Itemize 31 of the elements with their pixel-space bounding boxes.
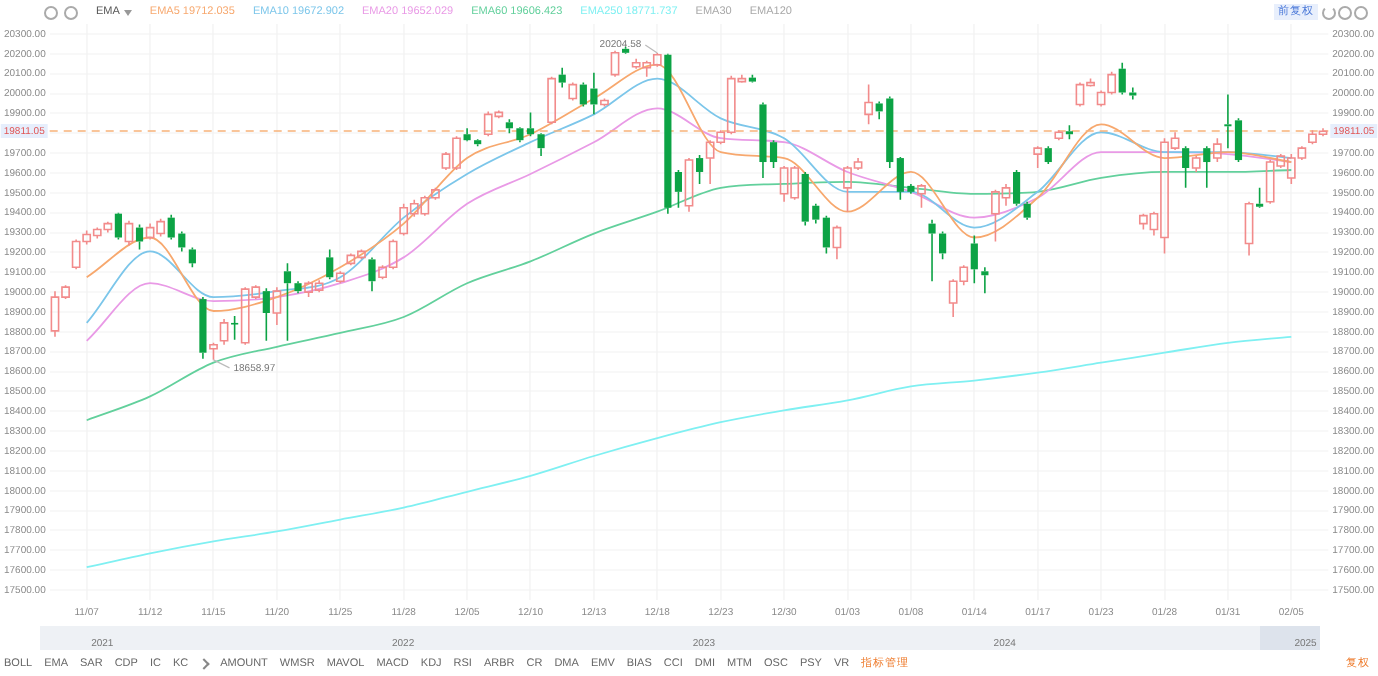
candlestick — [864, 83, 874, 126]
candlestick — [272, 286, 282, 326]
candlestick — [326, 248, 334, 281]
candlestick — [610, 50, 620, 78]
candlestick — [1203, 145, 1211, 189]
candlestick — [262, 287, 270, 342]
candlestick — [219, 318, 229, 346]
candlestick — [1244, 200, 1254, 257]
candlestick — [463, 127, 471, 141]
candlestick — [1129, 86, 1137, 101]
candlestick — [231, 315, 239, 341]
line-series — [85, 335, 1293, 569]
candlestick — [294, 280, 302, 294]
candlestick — [1033, 145, 1043, 169]
candlestick — [1044, 145, 1052, 165]
candlestick — [1182, 145, 1190, 189]
candlestick — [368, 256, 376, 292]
candlestick — [970, 234, 978, 284]
candlestick — [1224, 93, 1232, 149]
candlestick — [684, 157, 694, 213]
candlestick — [981, 266, 989, 294]
candlestick — [283, 262, 292, 342]
candlestick — [537, 134, 545, 157]
candlestick — [928, 218, 936, 283]
candlestick — [558, 66, 566, 89]
candlestick — [664, 54, 672, 215]
candlestick — [1023, 200, 1031, 221]
candlestick — [1118, 61, 1126, 96]
candlestick — [199, 296, 207, 360]
candlestick — [832, 224, 842, 261]
candlestick — [124, 219, 134, 247]
